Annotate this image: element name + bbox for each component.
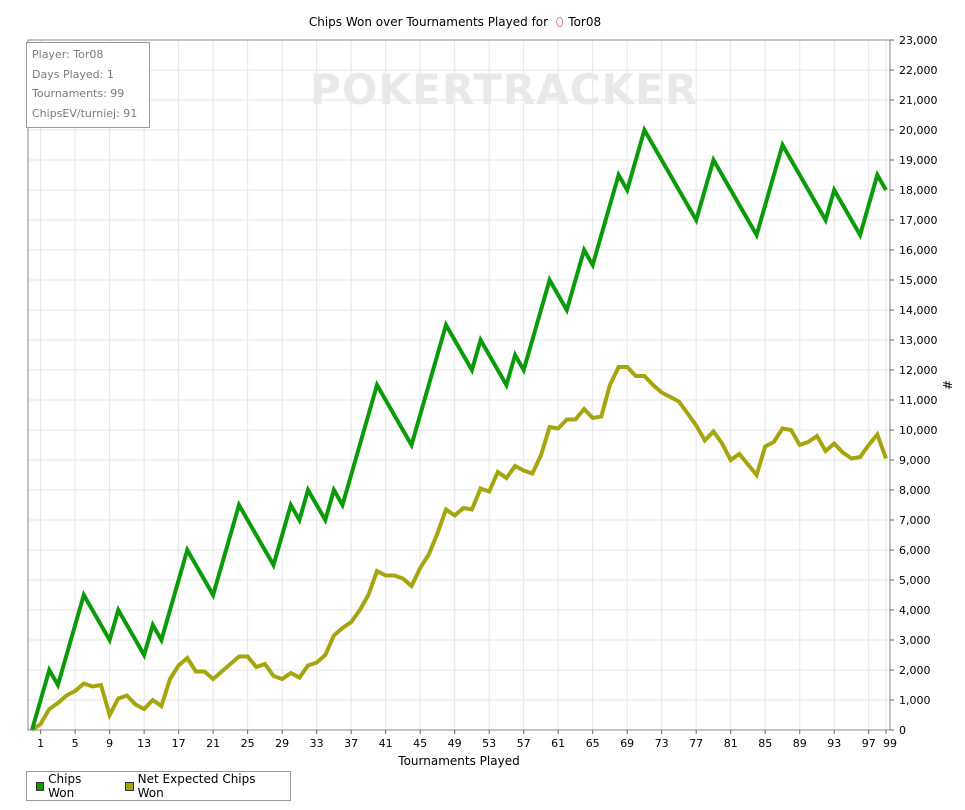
y-tick-label: 1,000 <box>899 694 931 707</box>
x-axis-label: Tournaments Played <box>397 754 519 768</box>
x-tick-label: 5 <box>72 737 79 750</box>
info-days-played: Days Played: 1 <box>32 67 114 81</box>
y-tick-label: 11,000 <box>899 394 938 407</box>
series-line-net-expected <box>30 365 888 732</box>
x-tick-label: 29 <box>275 737 289 750</box>
chart-title-player: Tor08 <box>567 15 601 29</box>
watermark: POKERTRACKER <box>310 65 698 114</box>
chart-legend: Chips Won Net Expected Chips Won <box>26 771 291 801</box>
y-tick-label: 13,000 <box>899 334 938 347</box>
legend-swatch-chips-won <box>36 781 45 791</box>
x-tick-label: 99 <box>883 737 897 750</box>
player-icon: ⬯ <box>556 15 564 29</box>
x-tick-label: 97 <box>862 737 876 750</box>
series-line-chips-won <box>30 124 888 731</box>
x-tick-label: 9 <box>106 737 113 750</box>
y-tick-label: 18,000 <box>899 184 938 197</box>
info-tournaments: Tournaments: 99 <box>32 87 125 100</box>
x-tick-label: 41 <box>379 737 393 750</box>
grid-lines <box>28 39 890 731</box>
x-tick-label: 65 <box>586 737 600 750</box>
x-tick-label: 17 <box>172 737 186 750</box>
x-tick-label: 37 <box>344 737 358 750</box>
x-tick-label: 69 <box>620 737 634 750</box>
x-tick-label: 1 <box>37 737 44 750</box>
legend-swatch-net-expected <box>125 781 134 791</box>
x-tick-label: 57 <box>517 737 531 750</box>
y-tick-label: 3,000 <box>899 634 931 647</box>
x-tick-label: 61 <box>551 737 565 750</box>
x-tick-label: 89 <box>793 737 807 750</box>
x-axis-ticks: 1 5 9 13 17 21 25 29 33 37 41 45 49 53 57 61 65 69 73 77 81 8… <box>37 730 897 750</box>
player-info-box: Player: Tor08 Days Played: 1 Tournaments… <box>26 42 150 128</box>
x-tick-label: 45 <box>413 737 427 750</box>
y-tick-label: 17,000 <box>899 214 938 227</box>
x-tick-label: 49 <box>448 737 462 750</box>
x-tick-label: 25 <box>241 737 255 750</box>
legend-item-net-expected[interactable]: Net Expected Chips Won <box>125 772 268 800</box>
y-axis-label: # <box>941 380 955 390</box>
info-chips-ev: ChipsEV/turniej: 91 <box>32 106 138 120</box>
series-layer <box>30 124 888 732</box>
y-tick-label: 4,000 <box>899 604 931 617</box>
y-tick-label: 14,000 <box>899 304 938 317</box>
y-tick-label: 19,000 <box>899 154 938 167</box>
y-tick-label: 10,000 <box>899 424 938 437</box>
y-tick-label: 6,000 <box>899 544 931 557</box>
y-tick-label: 5,000 <box>899 574 931 587</box>
x-tick-label: 77 <box>689 737 703 750</box>
y-tick-label: 22,000 <box>899 64 938 77</box>
y-tick-label: 12,000 <box>899 364 938 377</box>
x-tick-label: 85 <box>758 737 772 750</box>
y-tick-label: 20,000 <box>899 124 938 137</box>
y-tick-label: 7,000 <box>899 514 931 527</box>
plot-frame <box>27 39 891 731</box>
chart-title: Chips Won over Tournaments Played for ⬯ … <box>309 15 601 29</box>
legend-label-net-expected: Net Expected Chips Won <box>137 772 256 800</box>
y-tick-label: 21,000 <box>899 94 938 107</box>
y-tick-label: 0 <box>899 724 906 737</box>
y-tick-label: 8,000 <box>899 484 931 497</box>
y-axis-ticks: 0 1,000 2,000 3,000 4,000 5,000 6,000 7,000 8,00… <box>890 34 938 737</box>
x-tick-label: 33 <box>310 737 324 750</box>
x-tick-label: 73 <box>655 737 669 750</box>
x-tick-label: 13 <box>137 737 151 750</box>
y-tick-label: 16,000 <box>899 244 938 257</box>
x-tick-label: 93 <box>827 737 841 750</box>
y-tick-label: 23,000 <box>899 34 938 47</box>
legend-item-chips-won[interactable]: Chips Won <box>36 772 103 800</box>
y-tick-label: 15,000 <box>899 274 938 287</box>
info-player: Player: Tor08 <box>32 48 104 61</box>
y-tick-label: 9,000 <box>899 454 931 467</box>
chart-title-text: Chips Won over Tournaments Played for <box>309 15 548 29</box>
y-tick-label: 2,000 <box>899 664 931 677</box>
x-tick-label: 21 <box>206 737 220 750</box>
legend-label-chips-won: Chips Won <box>48 772 82 800</box>
x-tick-label: 81 <box>724 737 738 750</box>
x-tick-label: 53 <box>482 737 496 750</box>
